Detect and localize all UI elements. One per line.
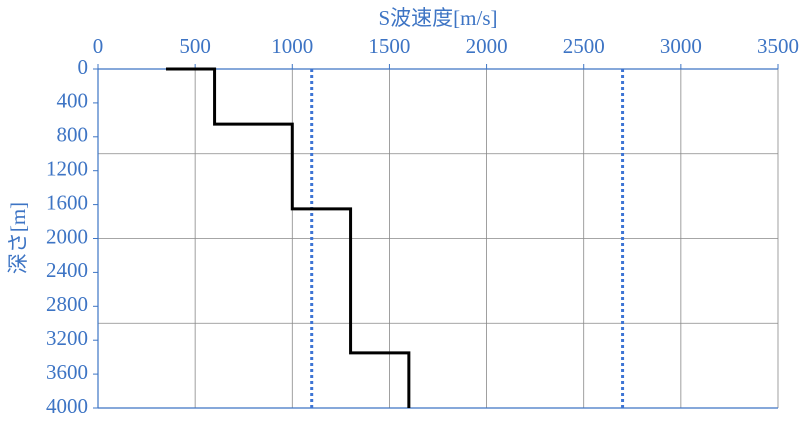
x-tick-label: 500 (179, 34, 211, 58)
x-tick-label: 1500 (368, 34, 410, 58)
y-tick-label: 3600 (46, 360, 88, 384)
y-tick-label: 800 (57, 123, 89, 147)
y-tick-label: 2000 (46, 224, 88, 248)
x-tick-label: 2000 (466, 34, 508, 58)
chart-title: S波速度[m/s] (378, 6, 497, 30)
y-tick-label: 3200 (46, 326, 88, 350)
y-axis-label: 深さ[m] (6, 202, 30, 274)
y-tick-label: 0 (78, 55, 89, 79)
y-tick-label: 1600 (46, 190, 88, 214)
y-tick-label: 1200 (46, 157, 88, 181)
data-line (166, 67, 411, 408)
y-tick-label: 400 (57, 89, 89, 113)
y-tick-label: 2400 (46, 258, 88, 282)
x-tick-label: 0 (93, 34, 104, 58)
x-tick-label: 3000 (660, 34, 702, 58)
x-tick-label: 3500 (757, 34, 799, 58)
x-tick-label: 1000 (271, 34, 313, 58)
y-tick-label: 2800 (46, 292, 88, 316)
y-tick-label: 4000 (46, 394, 88, 418)
x-tick-label: 2500 (563, 34, 605, 58)
